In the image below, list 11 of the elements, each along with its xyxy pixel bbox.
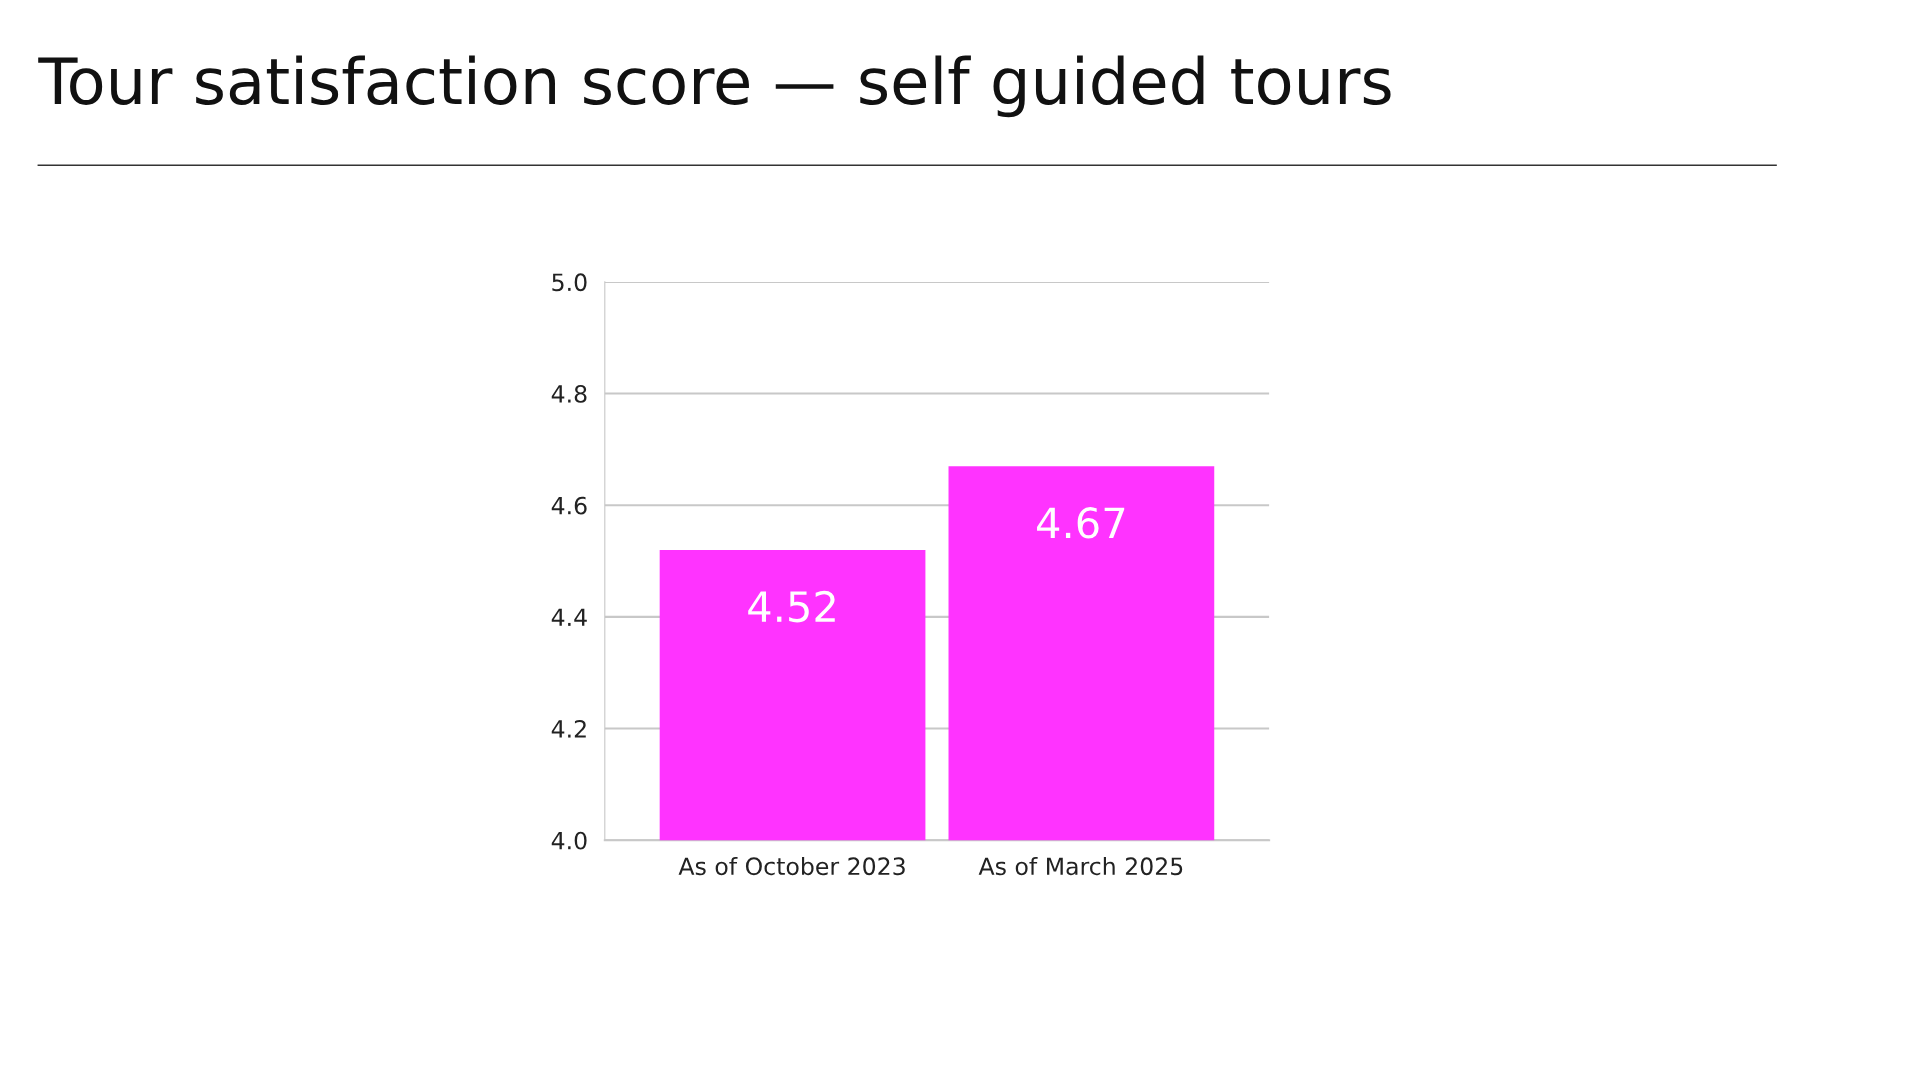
- chart-title: Tour satisfaction score — self guided tours: [38, 55, 1391, 118]
- y-tick-label: 4.8: [551, 385, 587, 403]
- data-label: 4.67: [1037, 507, 1125, 539]
- x-tick-label: As of March 2025: [978, 856, 1183, 876]
- data-label: 4.52: [748, 590, 835, 623]
- y-tick-label: 4.6: [551, 496, 587, 515]
- y-tick-label: 4.2: [551, 720, 586, 738]
- y-tick-label: 4.0: [551, 831, 587, 850]
- y-tick-label: 4.4: [551, 608, 587, 626]
- y-tick-label: 5.0: [552, 273, 587, 292]
- x-tick-label: As of October 2023: [678, 856, 905, 876]
